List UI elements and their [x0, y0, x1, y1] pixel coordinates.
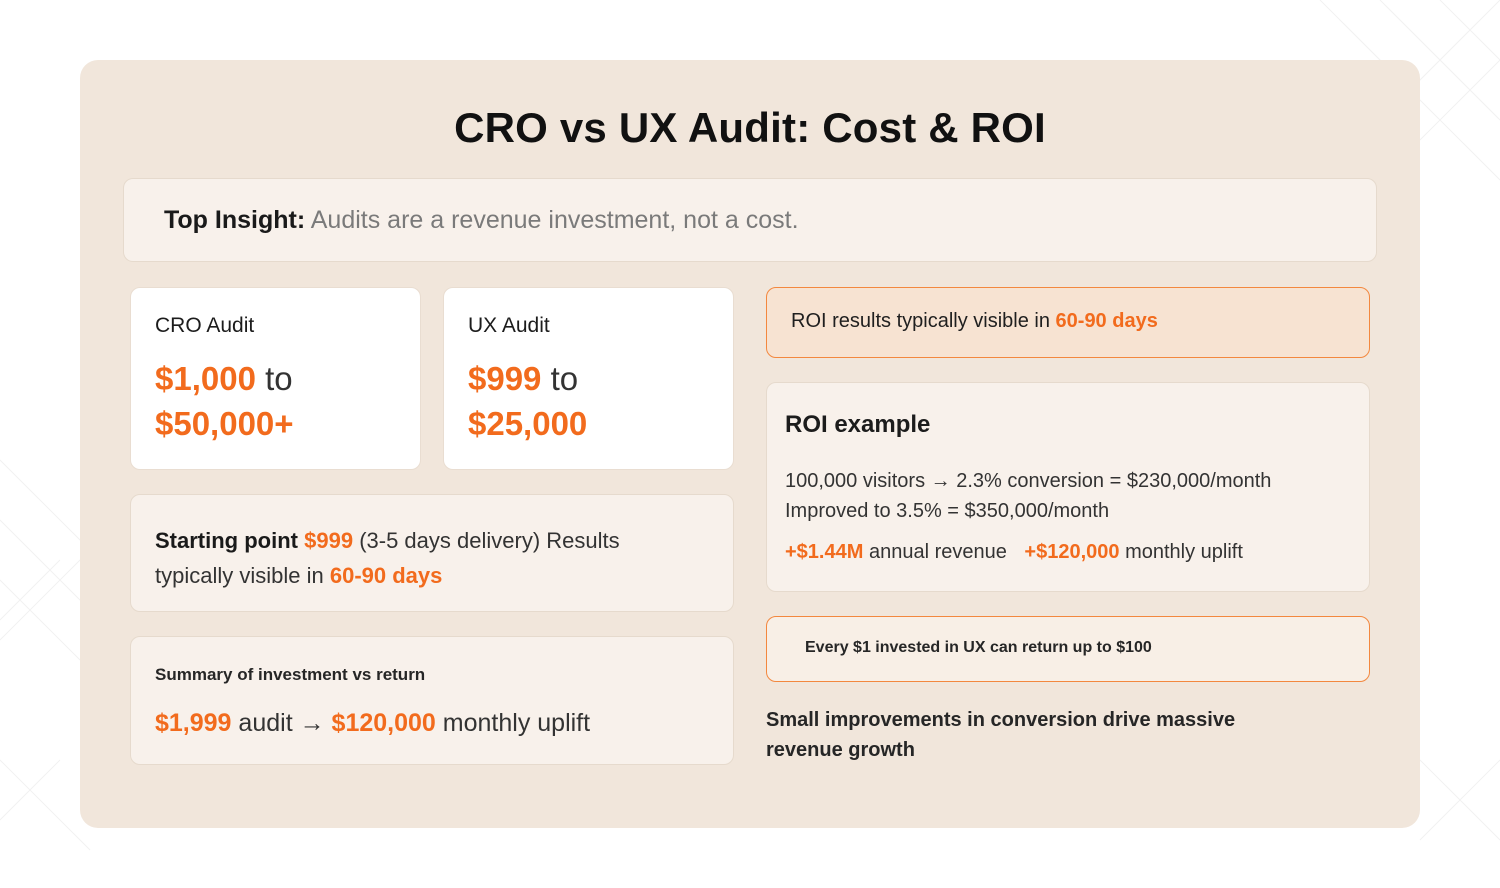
top-insight-label: Top Insight: — [164, 206, 306, 234]
roi-example-heading: ROI example — [785, 411, 931, 438]
page-title: CRO vs UX Audit: Cost & ROI — [454, 104, 1046, 151]
roi-visibility-banner: ROI results typically visible in 60-90 d… — [766, 287, 1370, 358]
starting-point-card: Starting point $999 (3-5 days delivery) … — [130, 494, 734, 612]
top-insight-value: Audits are a revenue investment, not a c… — [310, 206, 799, 234]
summary-heading: Summary of investment vs return — [155, 665, 426, 684]
ux-return-note: Every $1 invested in UX can return up to… — [766, 616, 1370, 682]
roi-example-line-1: 100,000 visitors → 2.3% conversion = $23… — [785, 470, 1272, 492]
cro-audit-price-min: $1,000 to — [155, 360, 293, 397]
roi-visibility-text: ROI results typically visible in 60-90 d… — [791, 310, 1158, 332]
cro-audit-label: CRO Audit — [155, 314, 255, 337]
ux-audit-price-min: $999 to — [468, 360, 579, 397]
cro-audit-price-max: $50,000+ — [155, 405, 294, 442]
roi-example-uplift: +$1.44M annual revenue +$120,000 monthly… — [785, 541, 1243, 563]
roi-example-line-2: Improved to 3.5% = $350,000/month — [785, 500, 1110, 522]
cro-audit-card: CRO Audit $1,000 to $50,000+ — [130, 287, 421, 470]
top-insight-text: Top Insight: Audits are a revenue invest… — [164, 206, 799, 235]
ux-audit-card: UX Audit $999 to $25,000 — [443, 287, 734, 470]
starting-point-text: Starting point $999 (3-5 days delivery) … — [155, 528, 620, 588]
ux-audit-label: UX Audit — [468, 314, 550, 337]
ux-audit-price-max: $25,000 — [468, 405, 588, 442]
summary-card: Summary of investment vs return $1,999 a… — [130, 636, 734, 765]
footer-statement: Small improvements in conversion drive m… — [766, 709, 1236, 761]
summary-line: $1,999 audit → $120,000 monthly uplift — [155, 709, 591, 737]
ux-return-text: Every $1 invested in UX can return up to… — [805, 639, 1152, 656]
roi-example-card: ROI example 100,000 visitors → 2.3% conv… — [766, 382, 1370, 592]
main-panel: CRO vs UX Audit: Cost & ROI Top Insight:… — [80, 60, 1420, 828]
top-insight-banner: Top Insight: Audits are a revenue invest… — [123, 178, 1377, 262]
